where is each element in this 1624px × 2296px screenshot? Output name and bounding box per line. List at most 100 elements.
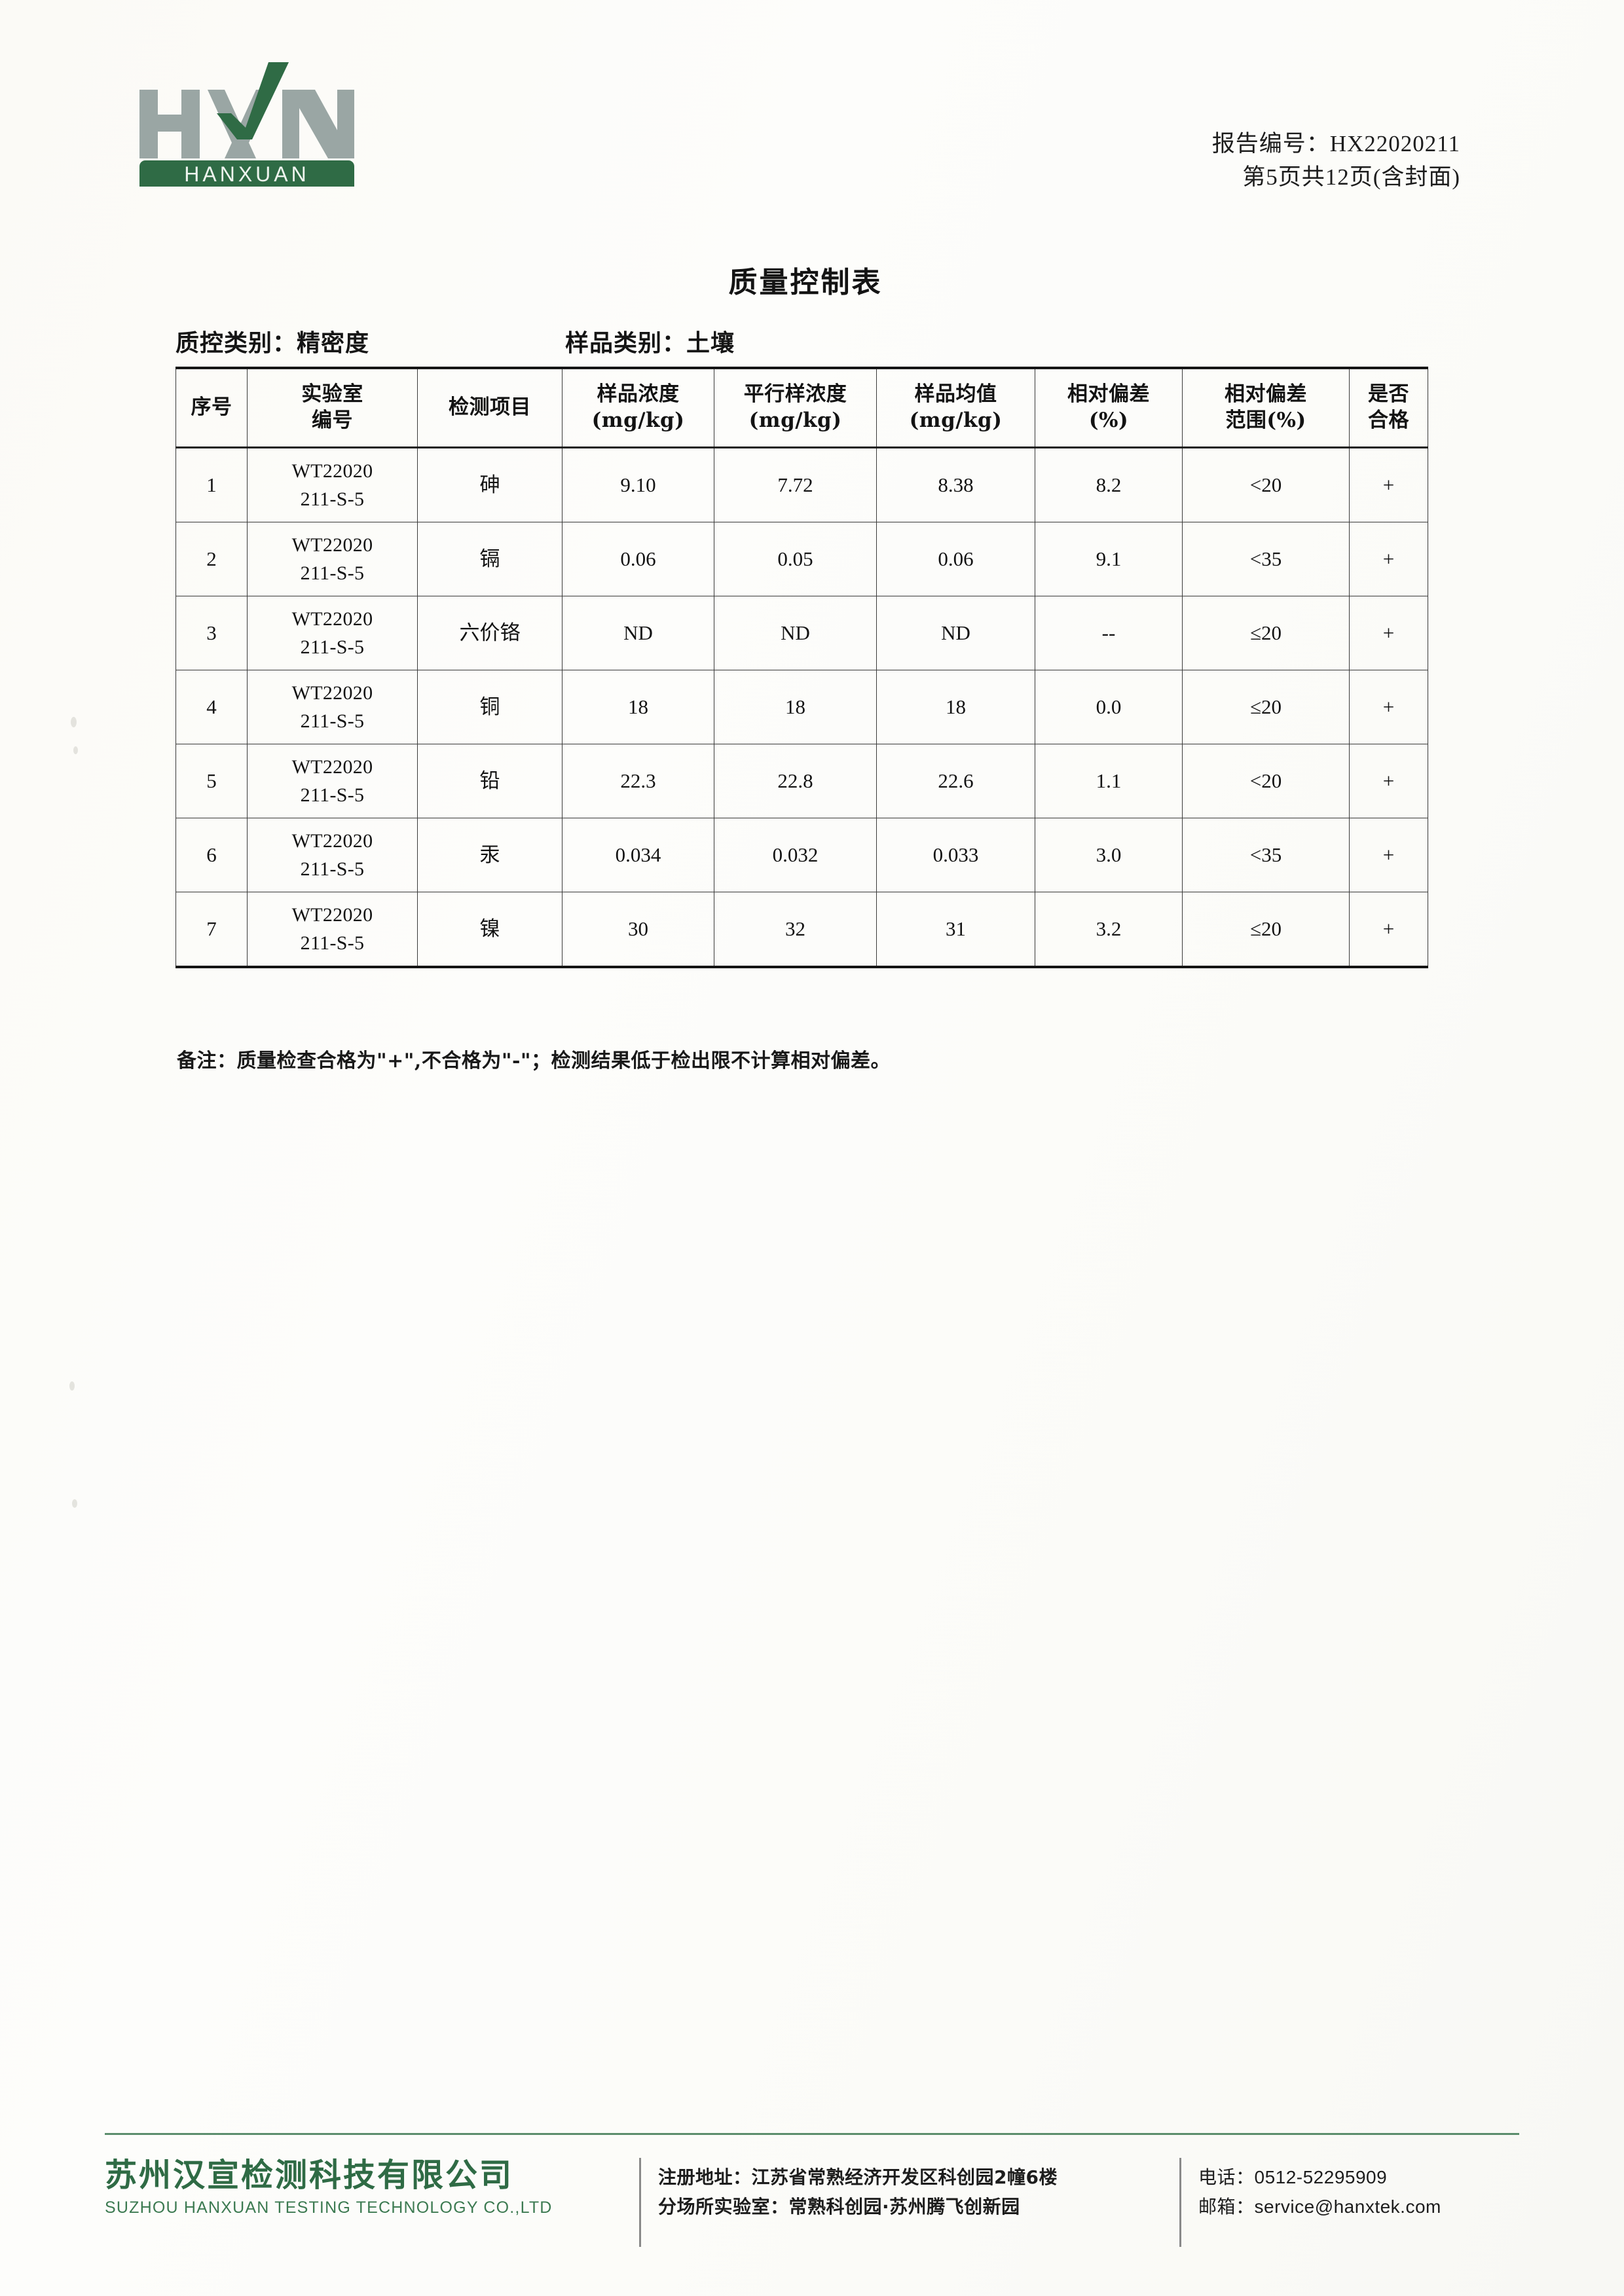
cell-item: 铅 (417, 744, 563, 818)
cell-pass: + (1349, 596, 1428, 670)
cell-mean: ND (876, 596, 1035, 670)
cell-parallel-conc: 32 (714, 892, 877, 968)
footer-separator-1 (639, 2158, 641, 2247)
cell-index: 2 (175, 522, 248, 596)
cell-parallel-conc: 7.72 (714, 447, 877, 522)
cell-item: 铜 (417, 670, 563, 744)
cell-rpd-range: <35 (1182, 818, 1350, 892)
footer-separator-2 (1179, 2158, 1181, 2247)
cell-lab-no-line1: WT22020 (291, 903, 373, 926)
cell-rpd-range: ≤20 (1182, 670, 1350, 744)
column-header-index-line1: 序号 (191, 395, 232, 420)
cell-rpd-range: <20 (1182, 744, 1350, 818)
column-header-item-line1: 检测项目 (449, 395, 531, 420)
table-row: 7 WT22020 211-S-5 镍 30 32 31 3.2 ≤20 + (175, 892, 1428, 968)
cell-lab-no-line2: 211-S-5 (300, 858, 365, 880)
cell-lab-no: WT22020 211-S-5 (247, 818, 418, 892)
cell-rpd-range: ≤20 (1182, 892, 1350, 968)
cell-item: 六价铬 (417, 596, 563, 670)
page-title: 质量控制表 (728, 266, 883, 299)
cell-lab-no-line2: 211-S-5 (300, 932, 365, 954)
cell-item: 镍 (417, 892, 563, 968)
column-header-index: 序号 (175, 367, 248, 448)
report-meta: 报告编号：HX22020211 第5页共12页(含封面) (1212, 128, 1460, 194)
scan-speck (73, 746, 78, 754)
cell-parallel-conc: 18 (714, 670, 877, 744)
cell-index: 7 (175, 892, 248, 968)
table-note: 备注：质量检查合格为"+",不合格为"-"；检测结果低于检出限不计算相对偏差。 (177, 1049, 891, 1072)
cell-rpd-range: <20 (1182, 447, 1350, 522)
cell-item: 砷 (417, 447, 563, 522)
column-header-rpd-line1: 相对偏差 (1067, 382, 1150, 407)
cell-index: 5 (175, 744, 248, 818)
table-row: 3 WT22020 211-S-5 六价铬 ND ND ND -- ≤20 + (175, 596, 1428, 670)
cell-pass: + (1349, 818, 1428, 892)
column-header-rpd-range-line2: 范围(%) (1225, 409, 1306, 432)
page-number: 第5页共12页(含封面) (1242, 164, 1460, 190)
quality-control-table: 序号 实验室 编号 检测项目 样品浓度 (mg/kg) 平行样浓度 (175, 367, 1428, 968)
column-header-pass: 是否 合格 (1349, 367, 1428, 448)
cell-mean: 31 (876, 892, 1035, 968)
cell-mean: 18 (876, 670, 1035, 744)
footer-brand: 苏州汉宣检测科技有限公司 SUZHOU HANXUAN TESTING TECH… (105, 2154, 622, 2217)
cell-pass: + (1349, 744, 1428, 818)
cell-lab-no: WT22020 211-S-5 (247, 447, 418, 522)
cell-parallel-conc: 0.032 (714, 818, 877, 892)
cell-lab-no: WT22020 211-S-5 (247, 670, 418, 744)
cell-lab-no: WT22020 211-S-5 (247, 892, 418, 968)
cell-mean: 22.6 (876, 744, 1035, 818)
cell-lab-no: WT22020 211-S-5 (247, 744, 418, 818)
company-name-cn: 苏州汉宣检测科技有限公司 (105, 2157, 514, 2194)
cell-mean: 8.38 (876, 447, 1035, 522)
cell-rpd-range: ≤20 (1182, 596, 1350, 670)
column-header-rpd-line2: (%) (1088, 409, 1129, 432)
cell-pass: + (1349, 447, 1428, 522)
table-row: 2 WT22020 211-S-5 镉 0.06 0.05 0.06 9.1 <… (175, 522, 1428, 596)
table-row: 5 WT22020 211-S-5 铅 22.3 22.8 22.6 1.1 <… (175, 744, 1428, 818)
footer-divider (105, 2133, 1519, 2135)
cell-lab-no-line1: WT22020 (291, 682, 373, 704)
cell-sample-conc: 9.10 (562, 447, 714, 522)
report-number: 报告编号：HX22020211 (1211, 131, 1460, 156)
scan-speck (69, 1381, 75, 1391)
cell-sample-conc: ND (562, 596, 714, 670)
table-row: 4 WT22020 211-S-5 铜 18 18 18 0.0 ≤20 + (175, 670, 1428, 744)
column-header-mean-line1: 样品均值 (914, 382, 997, 407)
cell-mean: 0.033 (876, 818, 1035, 892)
cell-parallel-conc: ND (714, 596, 877, 670)
table-row: 6 WT22020 211-S-5 汞 0.034 0.032 0.033 3.… (175, 818, 1428, 892)
cell-rpd: 8.2 (1035, 447, 1183, 522)
table-header-row: 序号 实验室 编号 检测项目 样品浓度 (mg/kg) 平行样浓度 (175, 367, 1428, 448)
cell-index: 4 (175, 670, 248, 744)
cell-lab-no-line1: WT22020 (291, 534, 373, 556)
company-name-en: SUZHOU HANXUAN TESTING TECHNOLOGY CO.,LT… (105, 2198, 553, 2217)
qc-type-label: 质控类别：精密度 (175, 329, 370, 357)
svg-text:HANXUAN: HANXUAN (184, 162, 309, 186)
cell-pass: + (1349, 522, 1428, 596)
footer-contact-block: 电话：0512-52295909 邮箱：service@hanxtek.com (1198, 2154, 1441, 2222)
scan-speck (71, 717, 77, 727)
column-header-sample-conc-line1: 样品浓度 (597, 382, 680, 407)
column-header-rpd-range-line1: 相对偏差 (1225, 382, 1307, 407)
cell-mean: 0.06 (876, 522, 1035, 596)
sample-type-label: 样品类别：土壤 (565, 329, 735, 357)
cell-rpd: -- (1035, 596, 1183, 670)
column-header-mean: 样品均值 (mg/kg) (876, 367, 1035, 448)
email-address: 邮箱：service@hanxtek.com (1198, 2196, 1441, 2217)
column-header-parallel-conc-line1: 平行样浓度 (743, 382, 847, 407)
cell-rpd: 1.1 (1035, 744, 1183, 818)
company-logo: HANXUAN TESTING SERVICES (134, 56, 360, 187)
cell-lab-no-line2: 211-S-5 (300, 636, 365, 658)
cell-lab-no-line2: 211-S-5 (300, 562, 365, 584)
cell-parallel-conc: 22.8 (714, 744, 877, 818)
scan-speck (72, 1499, 77, 1508)
cell-lab-no: WT22020 211-S-5 (247, 596, 418, 670)
column-header-parallel-conc: 平行样浓度 (mg/kg) (714, 367, 877, 448)
cell-sample-conc: 18 (562, 670, 714, 744)
cell-sample-conc: 0.06 (562, 522, 714, 596)
column-header-sample-conc-line2: (mg/kg) (591, 409, 685, 432)
cell-lab-no-line2: 211-S-5 (300, 488, 365, 510)
cell-parallel-conc: 0.05 (714, 522, 877, 596)
cell-sample-conc: 0.034 (562, 818, 714, 892)
